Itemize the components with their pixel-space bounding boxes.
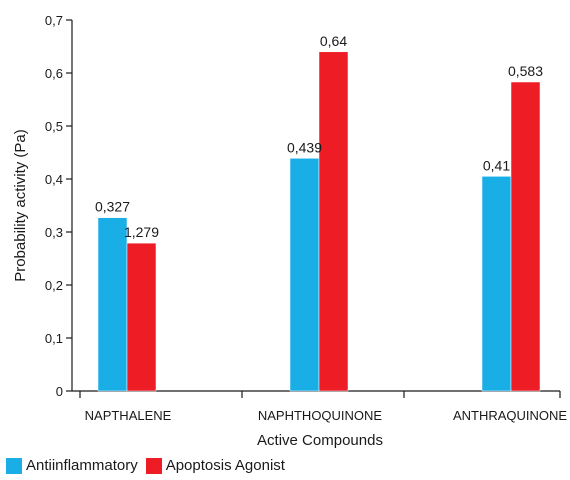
data-label: 0,327 — [95, 199, 130, 215]
data-label: 0,583 — [508, 63, 543, 79]
data-label: 0,439 — [287, 139, 322, 155]
bar-antiinflammatory — [481, 176, 512, 392]
bar-antiinflammatory — [97, 217, 128, 392]
y-tick-label: 0,3 — [45, 225, 63, 240]
legend-label-apoptosis-agonist: Apoptosis Agonist — [165, 457, 285, 474]
x-axis-title: Active Compounds — [257, 432, 383, 449]
bar-antiinflammatory — [289, 158, 320, 392]
y-tick-label: 0 — [56, 384, 63, 399]
bar-chart: 0 0,1 0,2 0,3 0,4 0,5 0,6 0,7 NAPTHALENE NAPHTHO… — [12, 13, 567, 449]
bars — [97, 51, 541, 392]
y-axis: 0 0,1 0,2 0,3 0,4 0,5 0,6 0,7 — [45, 13, 73, 399]
legend: Antiinflammatory Apoptosis Agonist — [6, 457, 293, 474]
bar-apoptosis-agonist — [318, 51, 349, 392]
data-label: 1,279 — [124, 224, 159, 240]
x-tick-label: NAPHTHOQUINONE — [258, 408, 383, 423]
legend-swatch-apoptosis-agonist — [145, 457, 162, 474]
bar-apoptosis-agonist — [510, 81, 541, 392]
data-label: 0,64 — [320, 33, 347, 49]
legend-swatch-antiinflammatory — [6, 457, 22, 474]
y-axis-title: Probability activity (Pa) — [12, 129, 29, 282]
legend-item-antiinflammatory: Antiinflammatory — [6, 457, 138, 474]
legend-label-antiinflammatory: Antiinflammatory — [26, 457, 138, 474]
x-tick-label: ANTHRAQUINONE — [453, 408, 567, 423]
data-label: 0,41 — [483, 157, 510, 173]
y-tick-label: 0,5 — [45, 119, 63, 134]
legend-item-apoptosis-agonist: Apoptosis Agonist — [145, 457, 285, 474]
x-tick-label: NAPTHALENE — [85, 408, 172, 423]
y-tick-label: 0,1 — [45, 331, 63, 346]
y-tick-label: 0,6 — [45, 66, 63, 81]
x-axis: NAPTHALENE NAPHTHOQUINONE ANTHRAQUINONE — [72, 390, 567, 423]
y-tick-label: 0,4 — [45, 172, 63, 187]
y-tick-label: 0,7 — [45, 13, 63, 28]
data-labels: 0,327 1,279 0,439 0,64 0,41 0,583 — [95, 33, 543, 240]
y-tick-label: 0,2 — [45, 278, 63, 293]
bar-apoptosis-agonist — [126, 242, 157, 392]
